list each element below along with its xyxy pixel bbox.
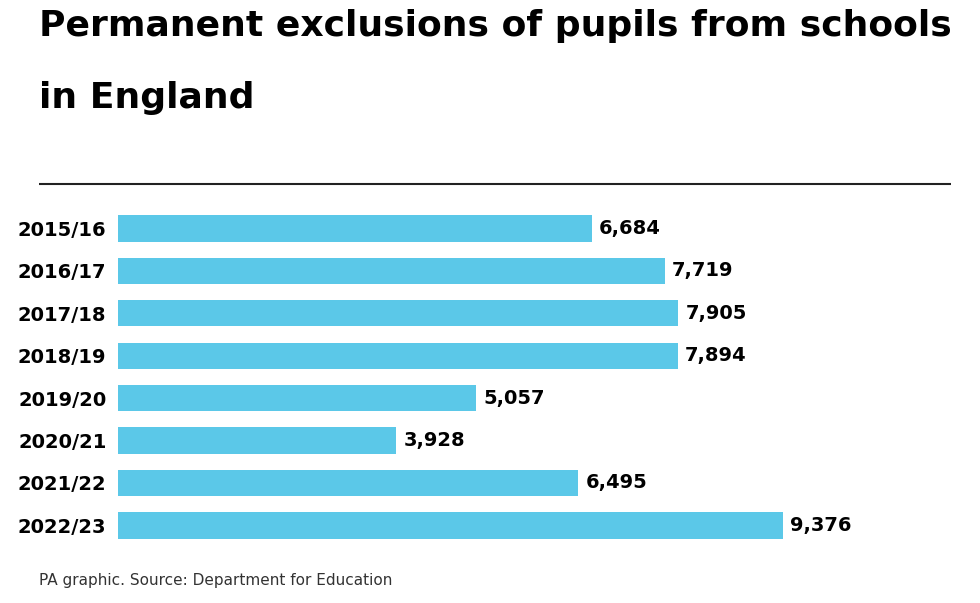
Text: 7,905: 7,905 [685,304,747,323]
Bar [118,215,592,242]
Text: 9,376: 9,376 [790,516,852,535]
Text: in England: in England [39,81,255,115]
Text: 7,719: 7,719 [672,261,734,280]
Text: 6,684: 6,684 [599,219,661,238]
Bar [118,428,396,453]
Text: PA graphic. Source: Department for Education: PA graphic. Source: Department for Educa… [39,573,393,588]
Bar [118,512,783,538]
Text: 5,057: 5,057 [483,388,545,408]
Bar [118,300,678,326]
Text: 3,928: 3,928 [404,431,465,450]
Bar [118,385,476,411]
Bar [118,343,677,369]
Bar [118,470,578,496]
Text: 7,894: 7,894 [685,346,746,365]
Bar [118,257,665,284]
Text: Permanent exclusions of pupils from schools: Permanent exclusions of pupils from scho… [39,9,952,43]
Text: 6,495: 6,495 [585,473,647,493]
